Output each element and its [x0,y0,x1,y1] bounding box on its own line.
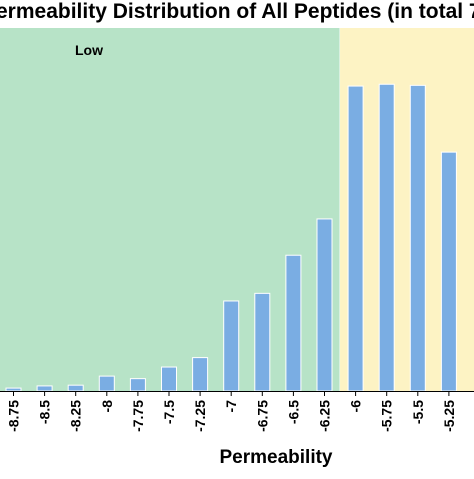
x-tick-label: -6.75 [254,400,270,432]
bar--5.25 [440,151,457,392]
bar--6 [347,85,364,392]
bar--7.75 [129,378,146,392]
x-tick-label: -7.5 [161,400,177,424]
x-tick-label: -5.25 [441,400,457,432]
bar--6.25 [316,218,333,392]
x-tick-label: -6 [348,400,364,413]
bar--7 [223,300,240,392]
region-label-low: Low [75,42,103,58]
bar--6.5 [285,254,302,392]
x-tick-label: -8.5 [37,400,53,424]
bar--7.5 [161,366,177,392]
bar--8 [98,375,115,392]
x-tick-label: -7 [223,400,239,413]
bar--8.75 [5,387,22,392]
bar--8.25 [67,384,84,392]
x-tick-label: -7.25 [192,400,208,432]
bar--5.75 [378,83,395,392]
x-tick-label: -6.5 [285,400,301,424]
bar--6.75 [254,292,271,392]
bar--5.5 [409,84,426,392]
chart-title: ermeability Distribution of All Peptides… [0,0,474,23]
bar--7.25 [192,357,209,392]
x-tick-label: -6.25 [317,400,333,432]
x-tick-label: -8.75 [6,400,22,432]
x-tick-label: -5.5 [410,400,426,424]
x-tick-label: -7.75 [130,400,146,432]
x-tick-label: -8.25 [68,400,84,432]
x-tick-label: -5.75 [379,400,395,432]
x-axis: -8.75 -8.5 -8.25 -8 -7.75 -7.5 -7.25 -7 -6.75 -6.… [0,391,474,432]
bar--8.5 [36,385,53,392]
x-axis-title: Permeability [220,447,333,468]
region-1 [0,28,340,391]
x-tick-label: -8 [99,400,115,413]
